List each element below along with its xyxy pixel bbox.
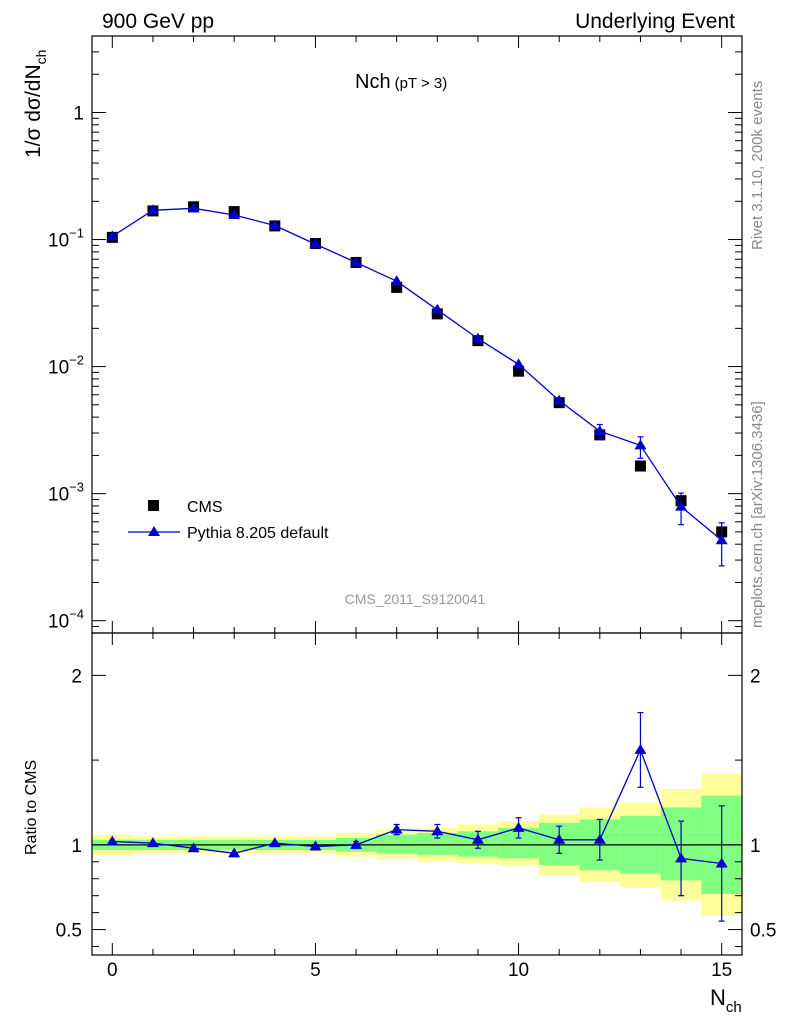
ratio-point (268, 837, 281, 848)
ratio-y-tick-label: 2 (71, 666, 82, 687)
ratio-point (187, 842, 200, 853)
header-left: 900 GeV pp (102, 10, 214, 33)
plot-title: Nch (pT > 3) (355, 71, 447, 93)
pythia-point (431, 303, 444, 314)
ratio-point (471, 833, 484, 844)
main-y-tick-label: 10−2 (48, 353, 84, 379)
ratio-point (350, 838, 363, 849)
ratio-line (112, 748, 722, 865)
ratio-point (106, 835, 119, 846)
pythia-point (634, 439, 647, 450)
rivet-label: Rivet 3.1.10, 200k events (749, 81, 766, 250)
pythia-point (350, 256, 363, 267)
legend-cms-marker (148, 500, 159, 511)
ratio-y-axis-label: Ratio to CMS (23, 760, 40, 855)
ratio-point (553, 833, 566, 844)
ratio-point (228, 847, 241, 858)
legend-cms-label: CMS (187, 499, 223, 516)
ratio-point (390, 823, 403, 834)
pythia-point (309, 238, 322, 249)
ratio-plot-frame (91, 632, 743, 956)
cms-point (634, 460, 646, 472)
pythia-point (471, 332, 484, 343)
ratio-point (512, 821, 525, 832)
legend-pythia-marker (148, 526, 160, 536)
cms-point (431, 308, 443, 320)
x-tick-label: 5 (310, 960, 321, 981)
pythia-point (593, 425, 606, 436)
ratio-point (431, 825, 444, 836)
mcplots-label: mcplots.cern.ch [arXiv:1306.3436] (749, 401, 766, 628)
x-tick-label: 0 (107, 960, 118, 981)
pythia-point (715, 534, 728, 545)
ratio-y-tick-label-right: 0.5 (750, 921, 776, 942)
cms-point (513, 365, 525, 377)
x-tick-label: 15 (711, 960, 732, 981)
pythia-point (553, 394, 566, 405)
main-plot-frame (91, 35, 743, 634)
main-y-axis-label: 1/σ dσ/dNch (22, 50, 49, 158)
ratio-point (634, 743, 647, 754)
main-y-tick-label: 10−4 (48, 607, 84, 633)
ratio-y-tick-label: 1 (71, 836, 82, 857)
pythia-line (111, 207, 723, 541)
pythia-point (146, 204, 159, 215)
header-right: Underlying Event (575, 10, 735, 33)
pythia-point (675, 500, 688, 511)
ratio-point (309, 840, 322, 851)
ratio-point (715, 857, 728, 868)
uncertainty-band-green (376, 834, 417, 854)
cms-point (391, 281, 403, 293)
x-axis-label: Nch (710, 985, 742, 1016)
main-y-tick-label: 10−1 (48, 226, 84, 252)
pythia-point (268, 219, 281, 230)
ratio-y-tick-label-right: 1 (750, 836, 761, 857)
legend-pythia-label: Pythia 8.205 default (187, 525, 329, 542)
ratio-y-tick-label: 0.5 (56, 921, 82, 942)
pythia-point (106, 230, 119, 241)
uncertainty-band-green (417, 832, 458, 856)
main-y-tick-label: 10−3 (48, 480, 84, 506)
ratio-point (146, 837, 159, 848)
main-y-tick-label: 1 (73, 103, 84, 124)
pythia-point (228, 209, 241, 220)
pythia-point (187, 202, 200, 213)
pythia-point (512, 358, 525, 369)
ratio-point (593, 833, 606, 844)
ratio-y-tick-label-right: 2 (750, 666, 761, 687)
ratio-point (675, 852, 688, 863)
legend: CMS Pythia 8.205 default (128, 499, 329, 542)
x-tick-label: 10 (508, 960, 529, 981)
analysis-watermark: CMS_2011_S9120041 (345, 591, 486, 607)
pythia-point (390, 275, 403, 286)
